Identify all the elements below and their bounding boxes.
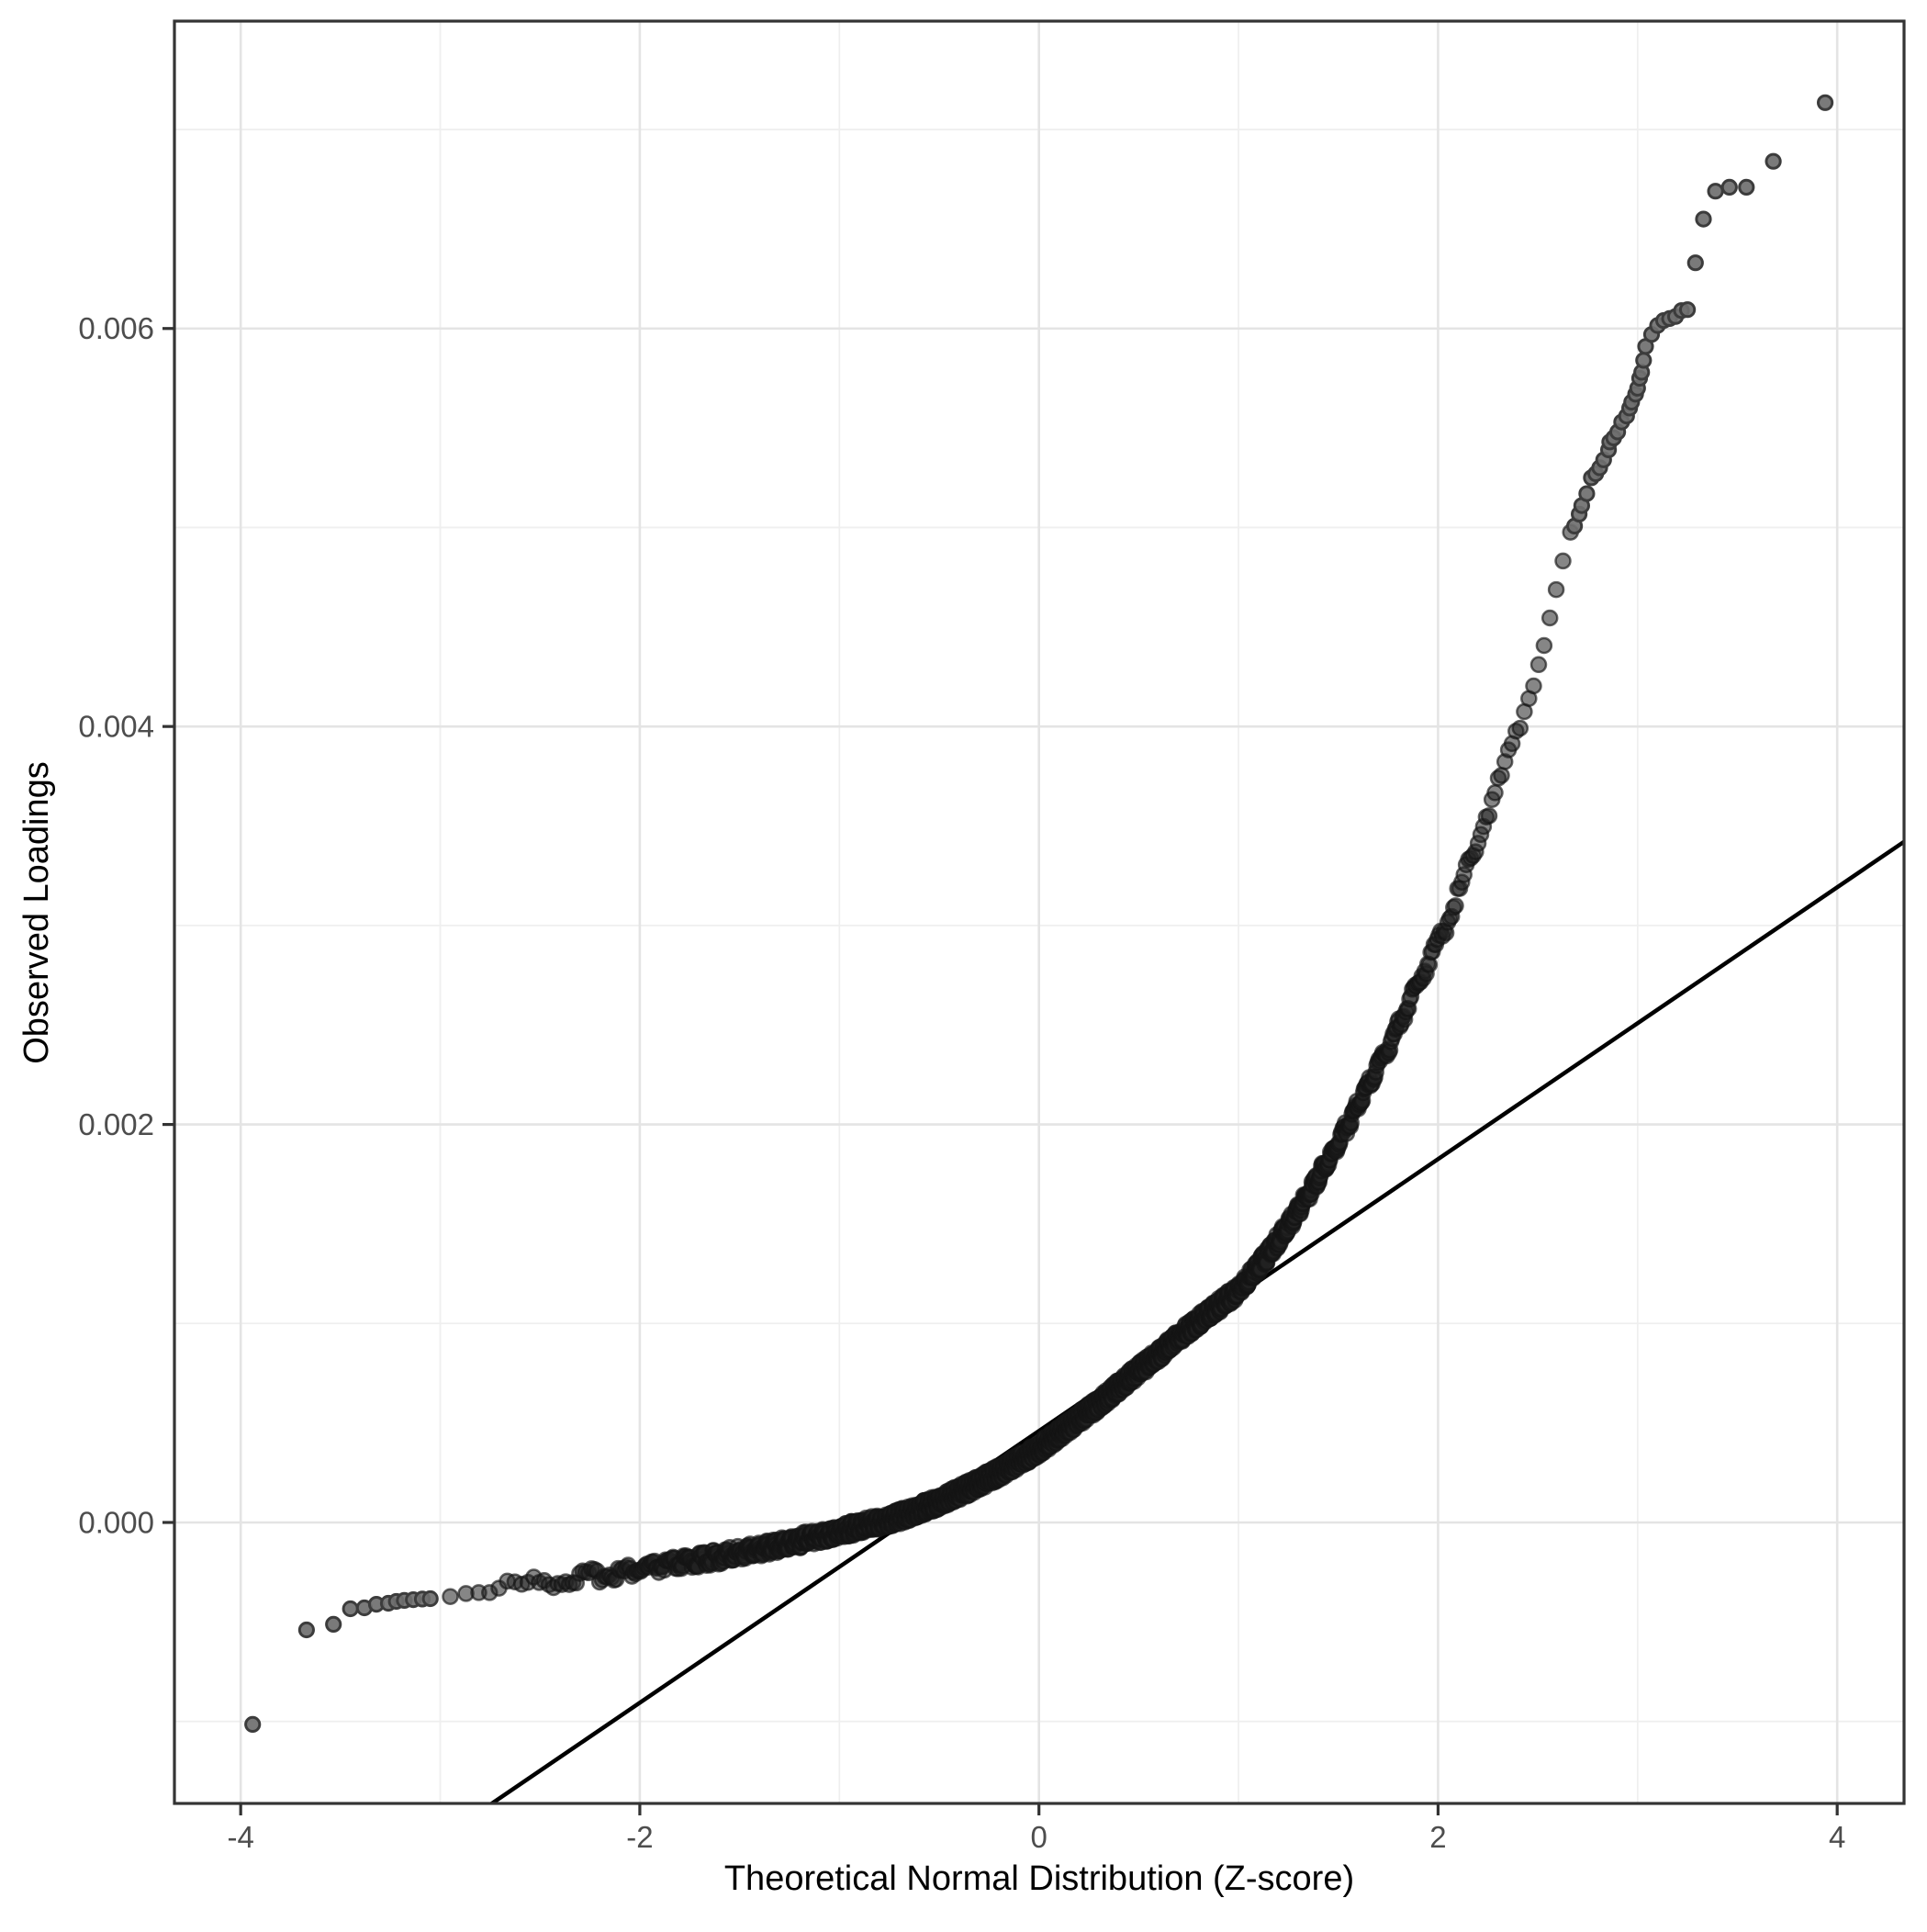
y-tick-label: 0.000 — [78, 1505, 154, 1539]
data-point — [1635, 352, 1653, 369]
data-point — [1480, 807, 1498, 825]
y-tick-label: 0.006 — [78, 311, 154, 345]
data-point — [1493, 767, 1510, 784]
data-point — [1554, 552, 1572, 570]
data-point — [421, 1589, 439, 1608]
data-point — [442, 1588, 459, 1605]
data-point — [342, 1600, 359, 1618]
y-axis-title: Observed Loadings — [17, 761, 56, 1064]
data-point — [1720, 178, 1738, 196]
data-point — [1511, 719, 1529, 737]
data-point — [1578, 485, 1596, 502]
reference-line-group — [487, 839, 1904, 1803]
data-point — [1486, 784, 1504, 802]
x-tick-label: -4 — [227, 1820, 253, 1854]
data-point — [1765, 152, 1782, 170]
data-point — [244, 1715, 262, 1734]
data-point — [1529, 656, 1548, 674]
x-tick-label: 2 — [1429, 1820, 1446, 1854]
data-point — [1447, 897, 1464, 915]
gridlines-major — [174, 21, 1904, 1803]
y-tick-label: 0.004 — [78, 710, 154, 744]
data-point — [1679, 301, 1697, 319]
data-point — [1686, 254, 1704, 272]
x-tick-label: 0 — [1030, 1820, 1047, 1854]
qq-band-points — [442, 523, 1579, 1605]
data-point — [1535, 636, 1553, 655]
data-point — [1707, 183, 1724, 200]
data-point — [1540, 609, 1559, 627]
data-point — [1817, 94, 1834, 111]
data-point — [1525, 677, 1542, 695]
x-axis-title: Theoretical Normal Distribution (Z-score… — [724, 1859, 1354, 1898]
x-tick-label: 4 — [1829, 1820, 1845, 1854]
data-point — [1547, 580, 1565, 599]
data-point — [325, 1615, 342, 1634]
qq-tail-points — [244, 94, 1834, 1734]
x-tick-label: -2 — [626, 1820, 653, 1854]
axis-tick-labels: -4 -2 0 2 4 0.000 0.002 0.004 0.006 — [78, 311, 1845, 1854]
data-point — [1738, 178, 1755, 196]
data-point — [1695, 210, 1712, 228]
axis-ticks — [162, 327, 1839, 1815]
reference-line — [487, 839, 1904, 1803]
y-tick-label: 0.002 — [78, 1107, 154, 1141]
data-point — [297, 1621, 315, 1639]
